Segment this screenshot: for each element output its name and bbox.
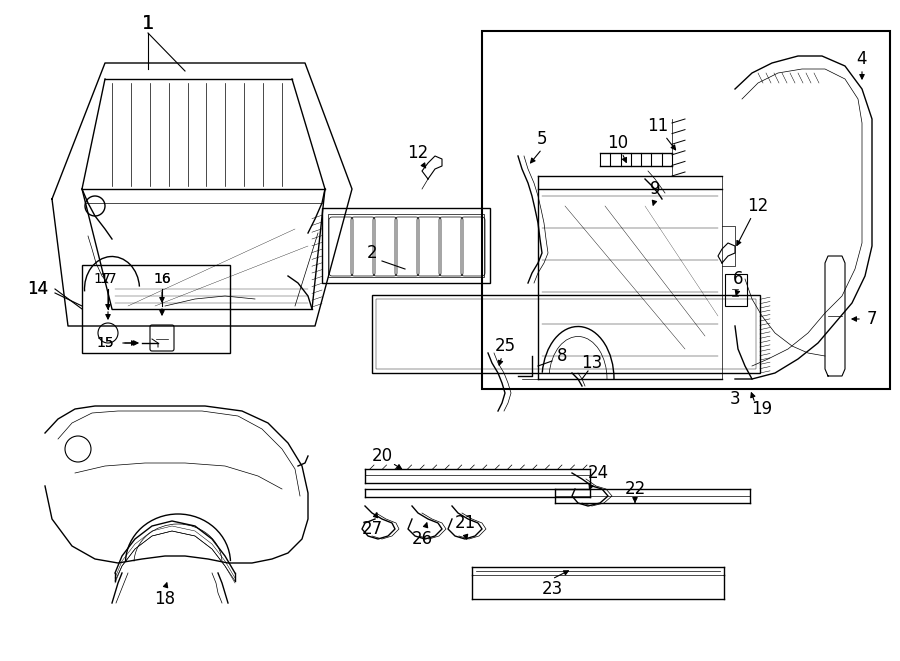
Text: 14: 14 bbox=[27, 280, 49, 298]
Bar bbox=[372, 295, 760, 373]
Text: 25: 25 bbox=[494, 337, 516, 355]
Bar bbox=[482, 31, 890, 389]
Text: 16: 16 bbox=[153, 272, 171, 286]
Text: 12: 12 bbox=[408, 144, 428, 162]
Bar bbox=[322, 208, 490, 283]
Text: 16: 16 bbox=[153, 272, 171, 286]
Bar bbox=[376, 299, 756, 369]
Text: 12: 12 bbox=[747, 197, 769, 215]
Text: 3: 3 bbox=[730, 390, 741, 408]
Text: 26: 26 bbox=[411, 530, 433, 548]
Text: 2: 2 bbox=[366, 244, 377, 262]
Text: 4: 4 bbox=[857, 50, 868, 68]
Text: 1: 1 bbox=[142, 13, 154, 32]
Text: 1: 1 bbox=[142, 13, 154, 32]
Text: 17: 17 bbox=[99, 272, 117, 286]
Text: 14: 14 bbox=[27, 280, 49, 298]
Text: 27: 27 bbox=[362, 520, 382, 538]
Text: 22: 22 bbox=[625, 480, 645, 498]
Text: 9: 9 bbox=[650, 180, 661, 198]
Text: 7: 7 bbox=[867, 310, 877, 328]
Text: 19: 19 bbox=[752, 400, 772, 418]
Text: 15: 15 bbox=[96, 336, 113, 350]
Text: 13: 13 bbox=[581, 354, 603, 372]
Text: 24: 24 bbox=[588, 464, 608, 482]
Text: 18: 18 bbox=[155, 590, 176, 608]
Text: 8: 8 bbox=[557, 347, 567, 365]
Text: 21: 21 bbox=[454, 514, 475, 532]
Text: 6: 6 bbox=[733, 270, 743, 288]
Text: 23: 23 bbox=[542, 580, 562, 598]
Bar bbox=[725, 274, 747, 306]
Text: 15: 15 bbox=[96, 336, 113, 350]
Text: 10: 10 bbox=[608, 134, 628, 152]
Bar bbox=[328, 214, 484, 277]
Text: 20: 20 bbox=[372, 447, 392, 465]
Text: 17: 17 bbox=[94, 272, 111, 286]
Bar bbox=[82, 265, 230, 353]
Text: 5: 5 bbox=[536, 130, 547, 148]
Text: 11: 11 bbox=[647, 117, 669, 135]
